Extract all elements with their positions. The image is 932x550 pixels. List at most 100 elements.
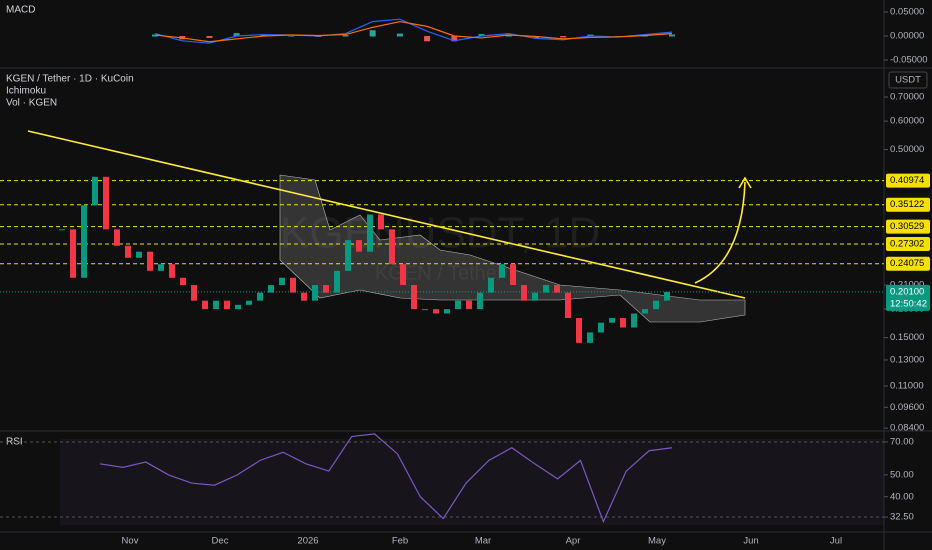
- level-label: 0.40974: [890, 175, 924, 186]
- y-tick-label: 0.50000: [890, 144, 924, 155]
- candle: [70, 229, 76, 278]
- y-tick-label: 70.00: [890, 436, 914, 447]
- histogram-bar: [424, 35, 431, 42]
- legend-ichimoku: Ichimoku: [6, 86, 46, 97]
- candle: [125, 245, 131, 258]
- candle: [246, 300, 252, 305]
- x-tick-label: Nov: [122, 536, 139, 547]
- rsi-band: [60, 439, 884, 525]
- y-tick-label: 50.00: [890, 469, 914, 480]
- rsi-line: [99, 433, 673, 524]
- candle: [180, 277, 186, 286]
- histogram-bar: [288, 35, 295, 37]
- candle: [609, 318, 615, 323]
- candle: [565, 292, 571, 319]
- last-price-bg: [886, 284, 930, 311]
- y-tick-label: 0.15000: [890, 332, 924, 343]
- candle: [620, 318, 626, 328]
- histogram-bar: [233, 33, 240, 37]
- histogram-bar: [532, 35, 539, 39]
- macd-line: [154, 18, 673, 44]
- candle: [477, 292, 483, 310]
- histogram-bar: [206, 35, 213, 38]
- candle: [499, 264, 505, 278]
- legend-volume: Vol · KGEN: [6, 98, 57, 109]
- x-tick-label: Apr: [566, 536, 581, 547]
- x-tick-label: Mar: [475, 536, 491, 547]
- y-tick-label: 0.00000: [890, 31, 924, 42]
- candle: [444, 309, 450, 314]
- level-label-bg: [886, 256, 930, 271]
- histogram-bar: [369, 30, 376, 37]
- unit: USDT: [895, 75, 921, 86]
- y-tick-label: 40.00: [890, 491, 914, 502]
- y-tick-label: 0.08400: [890, 423, 924, 434]
- candle: [543, 285, 549, 293]
- candle: [356, 240, 362, 252]
- candle: [334, 270, 340, 293]
- candle: [103, 176, 109, 230]
- last-price-label: 0.20100: [890, 286, 924, 297]
- candle: [136, 251, 142, 258]
- y-tick-label: 0.60000: [890, 116, 924, 127]
- candle: [147, 251, 153, 271]
- candle: [422, 309, 428, 311]
- signal-line: [154, 20, 673, 43]
- watermark-sub: KGEN / Tether: [375, 262, 504, 284]
- histogram-bar: [451, 35, 458, 42]
- candle: [114, 229, 120, 246]
- unit-box[interactable]: [888, 71, 928, 89]
- y-tick-label: 0.09600: [890, 402, 924, 413]
- candle: [653, 300, 659, 310]
- candle: [521, 285, 527, 301]
- histogram-bar: [396, 33, 403, 37]
- candle: [235, 304, 241, 310]
- candle: [455, 300, 461, 310]
- candle: [664, 291, 670, 301]
- candle: [345, 240, 351, 271]
- ichimoku-cloud: [279, 174, 746, 323]
- histogram-bar: [478, 34, 485, 37]
- y-tick-label: -0.05000: [890, 55, 928, 66]
- level-label: 0.24075: [890, 258, 924, 269]
- histogram-bar: [342, 35, 349, 37]
- candle: [81, 205, 87, 278]
- candle: [301, 292, 307, 301]
- watermark: KGENUSDT, 1D: [280, 209, 600, 258]
- histogram-bar: [669, 34, 675, 37]
- candle: [576, 318, 582, 343]
- legend-symbol: KGEN / Tether · 1D · KuCoin: [6, 74, 134, 85]
- candle: [587, 332, 593, 343]
- candle: [510, 264, 516, 286]
- candle: [279, 277, 285, 286]
- candle: [378, 214, 384, 230]
- candle: [257, 292, 263, 301]
- y-tick-label: 32.50: [890, 512, 914, 523]
- y-tick-label: 0.70000: [890, 92, 924, 103]
- candle: [466, 300, 472, 310]
- candle: [158, 264, 164, 271]
- candle: [312, 285, 318, 301]
- x-tick-label: Jul: [830, 536, 842, 547]
- candle: [554, 285, 560, 293]
- candle: [191, 285, 197, 301]
- candle: [268, 285, 274, 293]
- candle: [169, 264, 175, 278]
- candle: [290, 277, 296, 293]
- candle: [389, 229, 395, 265]
- x-tick-label: Dec: [212, 536, 229, 547]
- macd-title: MACD: [6, 5, 35, 16]
- x-tick-label: Feb: [392, 536, 408, 547]
- level-label: 0.30529: [890, 221, 924, 232]
- candle: [411, 285, 417, 310]
- candle: [323, 285, 329, 293]
- candle: [367, 214, 373, 252]
- level-label-bg: [886, 219, 930, 234]
- y-tick-label: 0.13000: [890, 354, 924, 365]
- level-label-bg: [886, 197, 930, 212]
- candle: [598, 322, 604, 333]
- level-label: 0.27302: [890, 239, 924, 250]
- arrow-head: [738, 176, 752, 189]
- candle: [631, 313, 637, 328]
